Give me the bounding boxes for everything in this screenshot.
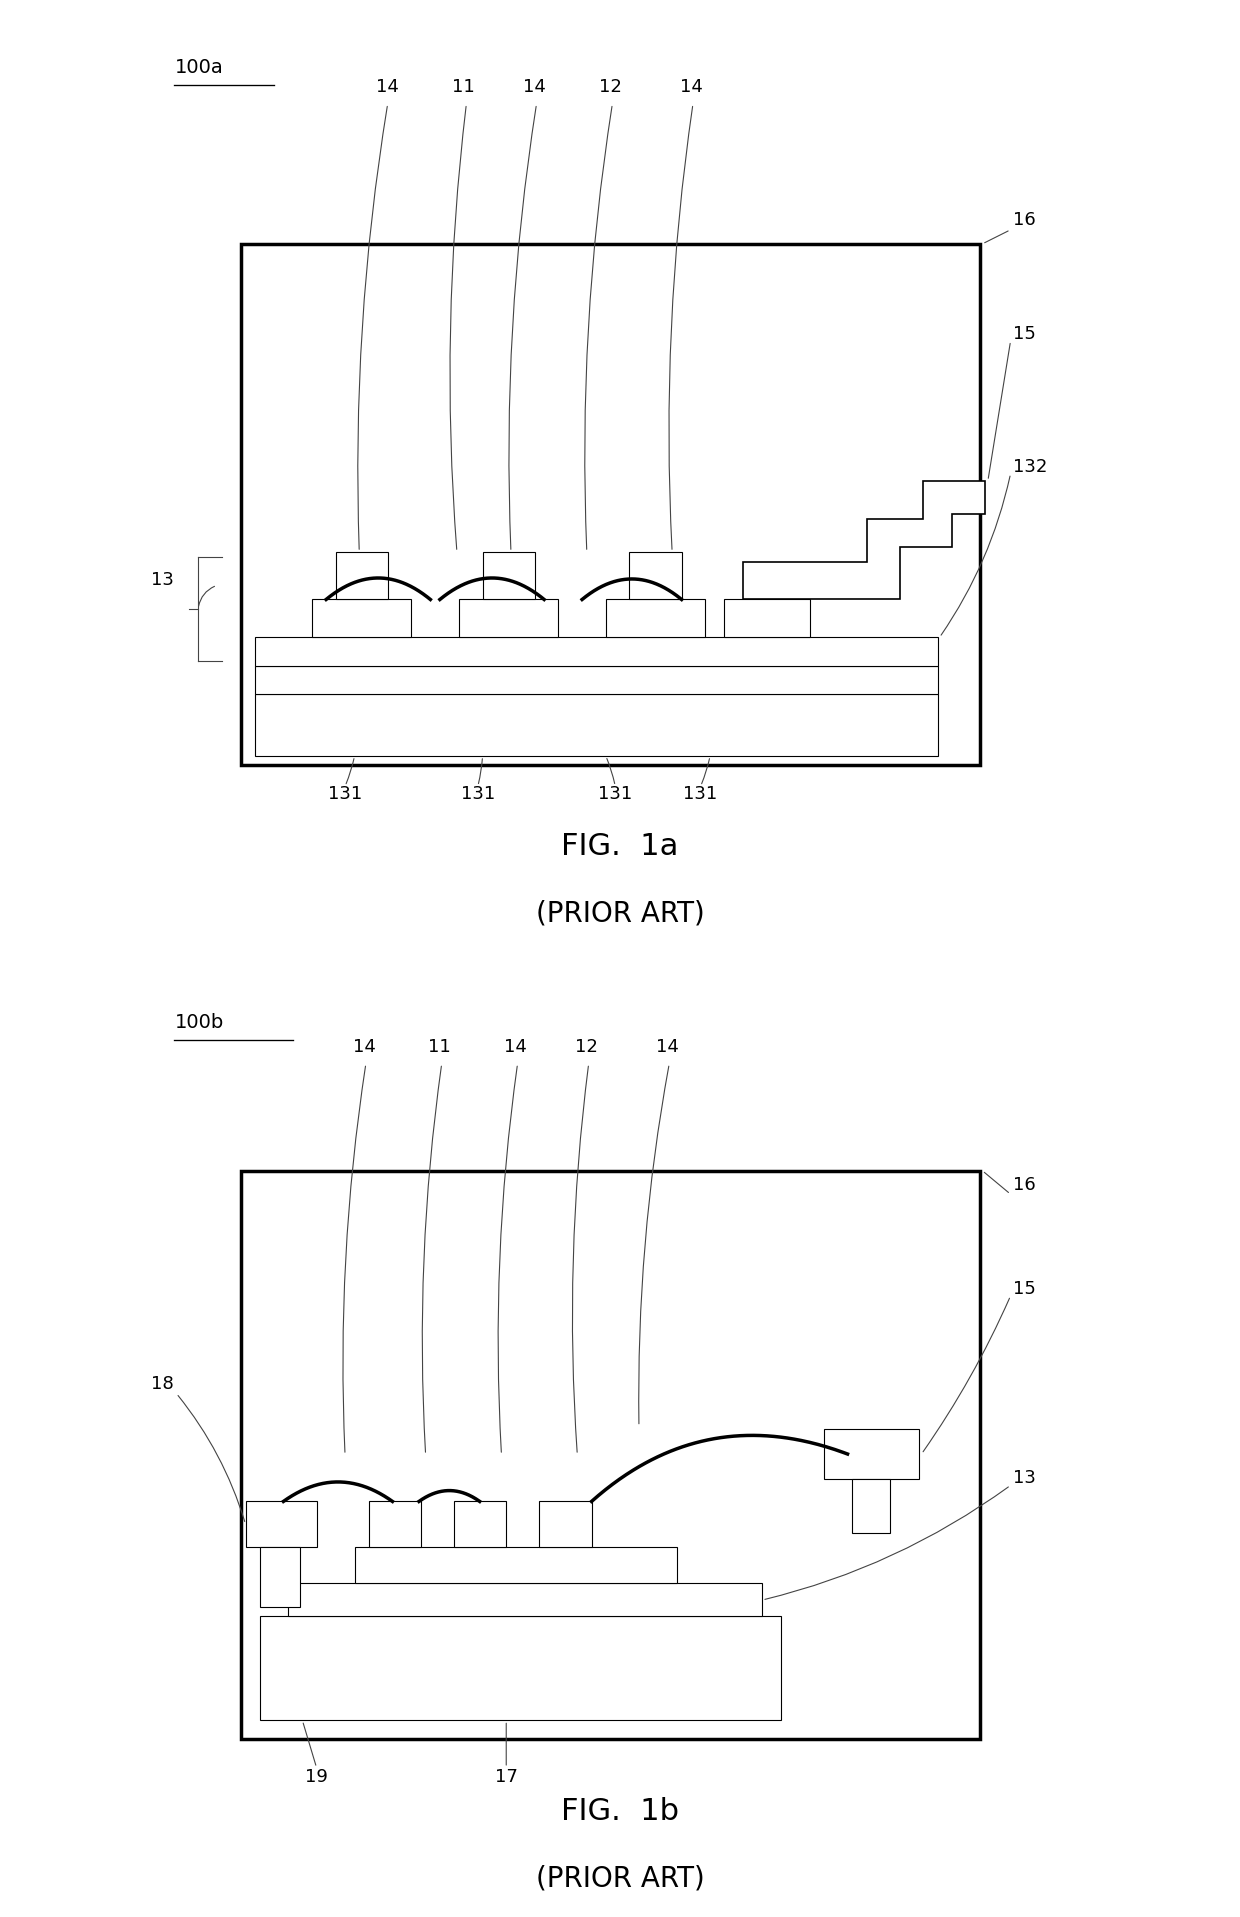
Text: 12: 12 xyxy=(599,79,622,96)
Text: 13: 13 xyxy=(151,571,174,589)
Text: 11: 11 xyxy=(453,79,475,96)
Text: 100b: 100b xyxy=(175,1014,223,1033)
Bar xyxy=(823,1430,919,1478)
Bar xyxy=(355,1547,677,1583)
Bar xyxy=(255,665,937,694)
Bar xyxy=(255,694,937,755)
Text: 11: 11 xyxy=(429,1037,451,1056)
Bar xyxy=(368,1501,420,1547)
Text: 132: 132 xyxy=(1013,458,1048,475)
Text: 131: 131 xyxy=(683,784,718,803)
Text: 131: 131 xyxy=(327,784,362,803)
Polygon shape xyxy=(743,481,985,600)
Bar xyxy=(724,600,810,638)
Bar xyxy=(454,1501,506,1547)
Bar xyxy=(312,600,412,638)
Bar xyxy=(459,600,558,638)
Bar xyxy=(241,243,981,765)
Bar xyxy=(852,1478,890,1534)
Bar xyxy=(630,552,682,600)
Text: 16: 16 xyxy=(1013,1175,1037,1194)
Bar xyxy=(539,1501,591,1547)
Text: FIG.  1a: FIG. 1a xyxy=(562,832,678,861)
Text: 12: 12 xyxy=(575,1037,598,1056)
Text: 17: 17 xyxy=(495,1767,517,1787)
Bar xyxy=(259,1547,300,1606)
Bar xyxy=(482,552,534,600)
Text: 100a: 100a xyxy=(175,58,223,77)
Text: 131: 131 xyxy=(461,784,495,803)
Text: 15: 15 xyxy=(1013,1281,1037,1298)
Text: 14: 14 xyxy=(376,79,399,96)
Bar xyxy=(336,552,388,600)
Text: 19: 19 xyxy=(305,1767,329,1787)
Text: 13: 13 xyxy=(1013,1470,1037,1488)
Text: 131: 131 xyxy=(598,784,632,803)
Text: 16: 16 xyxy=(1013,211,1037,228)
Bar xyxy=(255,638,937,665)
Text: 14: 14 xyxy=(523,79,546,96)
Text: 14: 14 xyxy=(352,1037,376,1056)
Text: 18: 18 xyxy=(151,1374,174,1392)
Text: FIG.  1b: FIG. 1b xyxy=(560,1796,680,1827)
Bar xyxy=(241,1171,981,1739)
Text: 14: 14 xyxy=(680,79,703,96)
Text: (PRIOR ART): (PRIOR ART) xyxy=(536,899,704,928)
Text: 15: 15 xyxy=(1013,324,1037,343)
Text: (PRIOR ART): (PRIOR ART) xyxy=(536,1865,704,1892)
Text: 14: 14 xyxy=(505,1037,527,1056)
Bar xyxy=(606,600,706,638)
Bar xyxy=(288,1583,763,1616)
Bar xyxy=(259,1616,781,1720)
Bar xyxy=(246,1501,316,1547)
Text: 14: 14 xyxy=(656,1037,678,1056)
